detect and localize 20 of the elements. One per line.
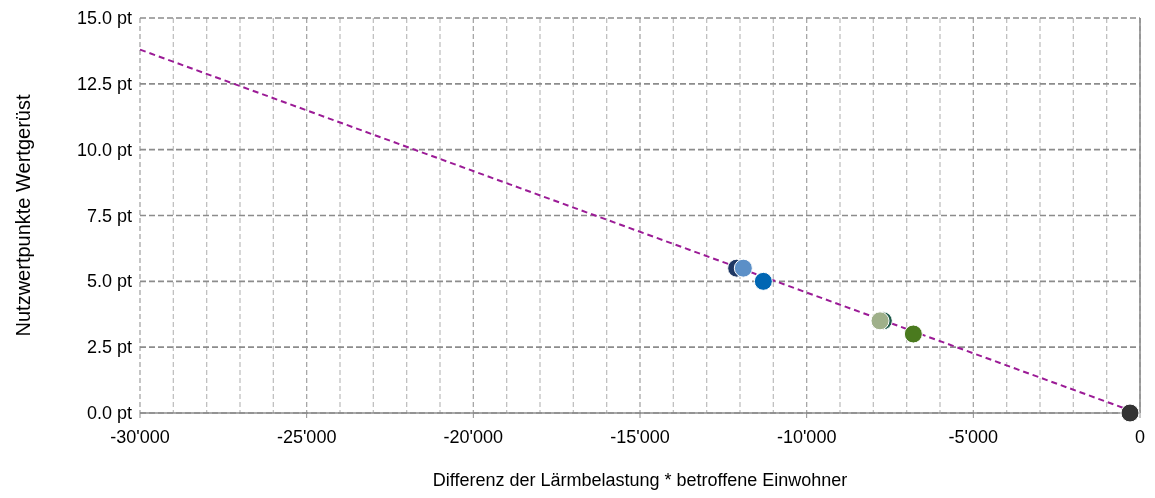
x-tick-label: -5'000 [948,427,999,447]
point [753,271,773,291]
x-tick-label: -10'000 [776,427,837,447]
y-tick-label: 15.0 pt [76,8,132,28]
x-tick-label: -20'000 [443,427,504,447]
x-tick-label: 0 [1134,427,1146,447]
x-tick-label: -25'000 [276,427,337,447]
x-tick-label: -15'000 [610,427,670,447]
point [903,324,923,344]
point [733,258,753,278]
y-tick-label: 12.5 pt [76,73,132,94]
y-tick-label: 5.0 pt [86,271,132,292]
x-axis-title: Differenz der Lärmbelastung * betroffene Einwohner [432,470,848,490]
point [1120,403,1140,423]
y-tick-label: 7.5 pt [86,205,132,226]
y-tick-label: 2.5 pt [86,337,132,358]
y-tick-label: 10.0 pt [76,139,132,160]
y-axis-title: Nutzwertpunkte Wertgerüst [12,94,34,337]
y-tick-label: 0.0 pt [86,403,132,423]
x-tick-label: -30'000 [110,427,170,447]
